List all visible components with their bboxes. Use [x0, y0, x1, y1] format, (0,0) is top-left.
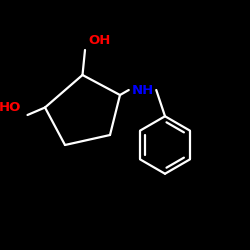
Text: NH: NH — [132, 84, 154, 96]
Text: OH: OH — [89, 34, 111, 46]
Text: HO: HO — [0, 101, 21, 114]
